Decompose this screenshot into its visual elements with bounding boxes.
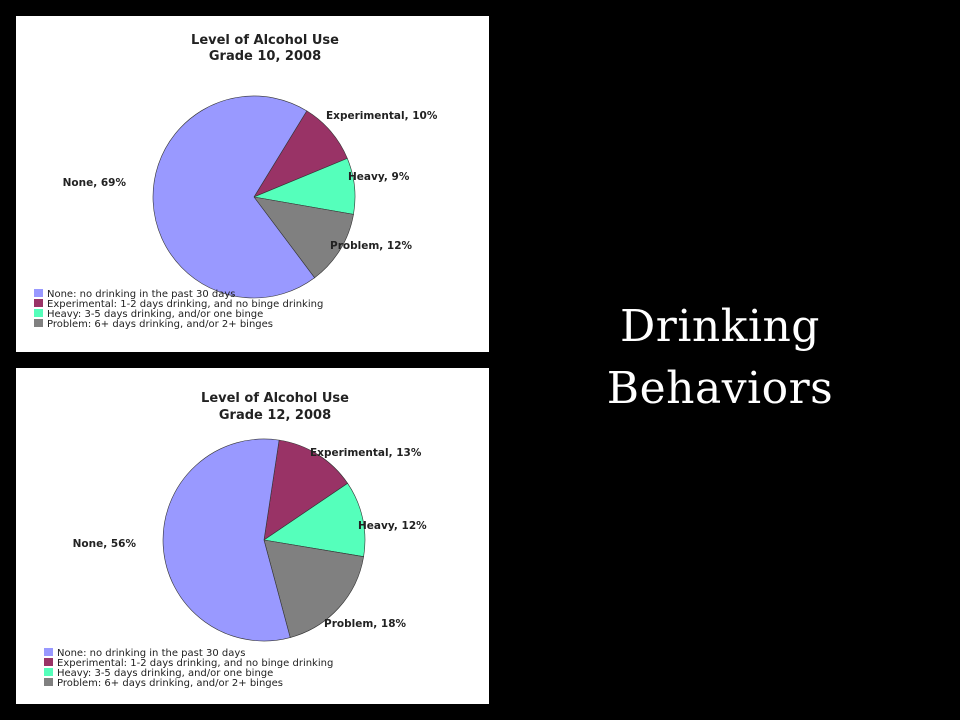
legend-item-experimental: Experimental: 1-2 days drinking, and no … xyxy=(47,299,323,310)
legend-item-none: None: no drinking in the past 30 days xyxy=(57,648,245,659)
chart-title: Level of Alcohol Use xyxy=(201,391,349,406)
slice-label-problem: Problem, 12% xyxy=(330,240,413,252)
legend-swatch-none xyxy=(44,648,53,656)
pie-slice-problem xyxy=(263,539,364,638)
legend-item-experimental: Experimental: 1-2 days drinking, and no … xyxy=(57,658,333,669)
pie-slice-none xyxy=(152,95,316,299)
slide-title-line-1: Drinking xyxy=(620,301,820,352)
pie-chart-grade-12-svg: Level of Alcohol Use Grade 12, 2008 None… xyxy=(44,391,427,689)
chart-legend: None: no drinking in the past 30 days Ex… xyxy=(44,648,333,689)
legend-item-none: None: no drinking in the past 30 days xyxy=(47,289,235,300)
pie-chart-grade-10: Level of Alcohol Use Grade 10, 2008 None… xyxy=(16,16,489,352)
pie-chart-grade-10-svg: Level of Alcohol Use Grade 10, 2008 None… xyxy=(34,33,438,330)
slice-label-none: None, 56% xyxy=(73,538,137,550)
pie-slices xyxy=(162,438,366,642)
pie-chart-grade-12: Level of Alcohol Use Grade 12, 2008 None… xyxy=(16,368,489,704)
pie-slice-none xyxy=(162,438,291,642)
legend-swatch-experimental xyxy=(34,299,43,307)
legend-swatch-none xyxy=(34,289,43,297)
slice-label-experimental: Experimental, 10% xyxy=(326,110,438,122)
legend-swatch-heavy xyxy=(34,309,43,317)
slice-label-problem: Problem, 18% xyxy=(324,618,407,630)
slide-title-line-2: Behaviors xyxy=(606,363,834,414)
legend-swatch-experimental xyxy=(44,658,53,666)
legend-item-problem: Problem: 6+ days drinking, and/or 2+ bin… xyxy=(47,319,273,330)
legend-swatch-problem xyxy=(34,319,43,327)
slice-label-experimental: Experimental, 13% xyxy=(310,447,422,459)
pie-slice-problem xyxy=(253,196,354,279)
chart-subtitle: Grade 12, 2008 xyxy=(219,408,331,423)
slice-label-none: None, 69% xyxy=(63,177,127,189)
slide-title: Drinking Behaviors xyxy=(560,296,880,420)
chart-legend: None: no drinking in the past 30 days Ex… xyxy=(34,289,323,330)
legend-item-heavy: Heavy: 3-5 days drinking, and/or one bin… xyxy=(57,668,273,679)
chart-title: Level of Alcohol Use xyxy=(191,33,339,48)
slice-label-heavy: Heavy, 9% xyxy=(348,171,410,183)
pie-slice-heavy xyxy=(263,482,366,558)
chart-subtitle: Grade 10, 2008 xyxy=(209,49,321,64)
legend-swatch-heavy xyxy=(44,668,53,676)
legend-item-heavy: Heavy: 3-5 days drinking, and/or one bin… xyxy=(47,309,263,320)
pie-slices xyxy=(152,95,356,299)
pie-slice-experimental xyxy=(263,439,349,541)
slice-label-heavy: Heavy, 12% xyxy=(358,520,427,532)
legend-item-problem: Problem: 6+ days drinking, and/or 2+ bin… xyxy=(57,678,283,689)
legend-swatch-problem xyxy=(44,678,53,686)
